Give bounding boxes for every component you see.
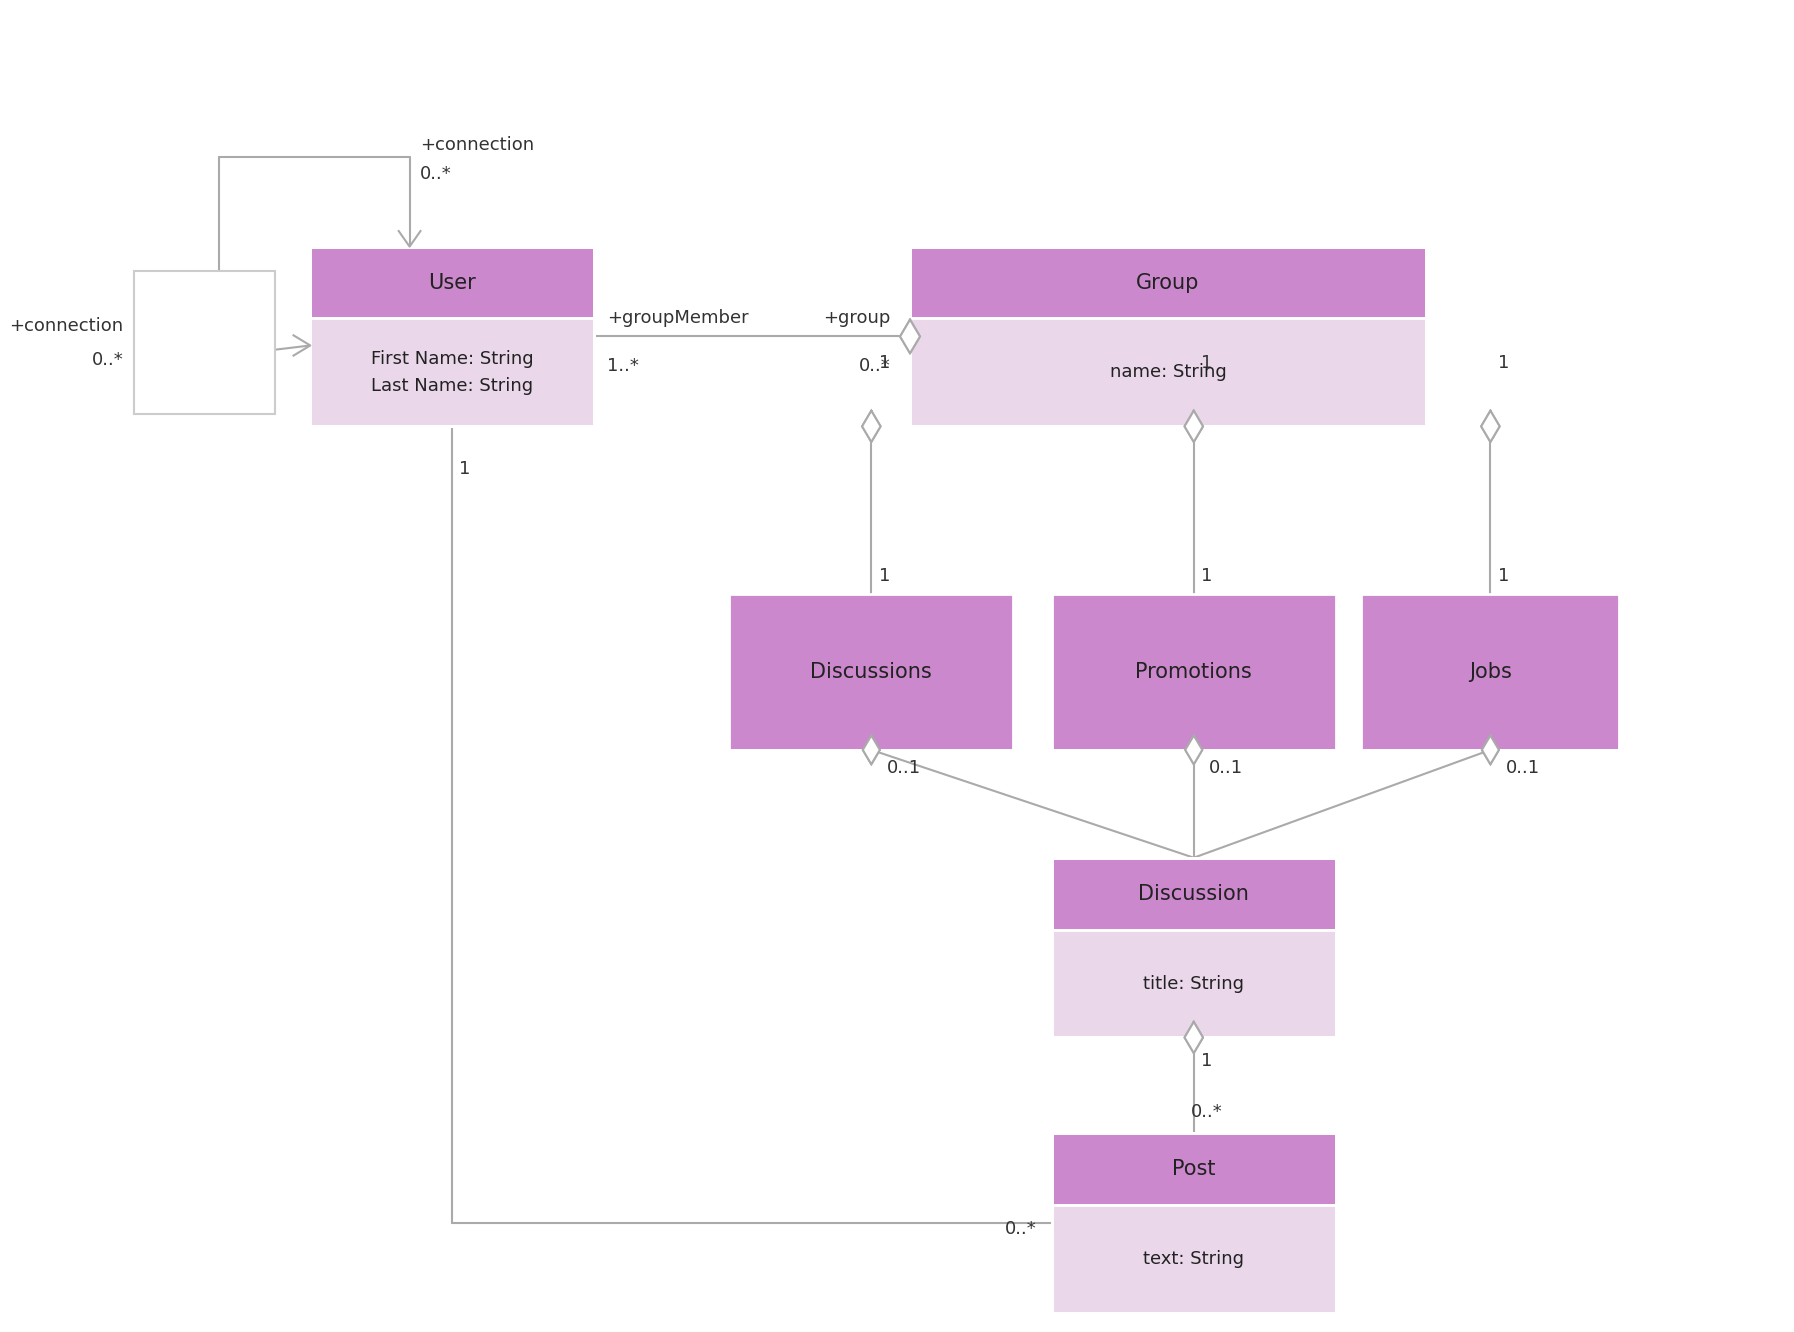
Bar — [310, 318, 594, 426]
Text: 0..1: 0..1 — [1209, 759, 1243, 778]
Bar — [1051, 594, 1337, 750]
Text: text: String: text: String — [1143, 1251, 1245, 1268]
Text: 0..*: 0..* — [1005, 1220, 1037, 1239]
Bar — [910, 246, 1426, 318]
Text: +connection: +connection — [420, 136, 535, 155]
Text: 0..*: 0..* — [91, 350, 124, 369]
Text: 1: 1 — [1200, 354, 1213, 373]
Polygon shape — [863, 410, 881, 442]
Bar — [910, 246, 1426, 426]
Polygon shape — [1184, 410, 1204, 442]
Bar — [1051, 1134, 1337, 1205]
Bar — [1051, 1134, 1337, 1313]
Text: First Name: String
Last Name: String: First Name: String Last Name: String — [371, 349, 533, 396]
Text: 0..1: 0..1 — [886, 759, 920, 778]
Text: 0..1: 0..1 — [1505, 759, 1539, 778]
Polygon shape — [1186, 735, 1202, 765]
Text: +groupMember: +groupMember — [606, 309, 748, 326]
Text: +group: +group — [823, 309, 890, 326]
Text: Post: Post — [1171, 1159, 1216, 1179]
Polygon shape — [901, 320, 920, 353]
Text: Jobs: Jobs — [1469, 662, 1512, 682]
Polygon shape — [863, 735, 879, 765]
Text: Promotions: Promotions — [1136, 662, 1252, 682]
Text: 1: 1 — [1200, 1052, 1213, 1070]
Bar — [1051, 1205, 1337, 1313]
Bar — [1051, 930, 1337, 1038]
Text: 1: 1 — [879, 566, 890, 585]
Text: User: User — [429, 273, 475, 293]
Text: name: String: name: String — [1110, 364, 1227, 381]
Polygon shape — [1482, 735, 1500, 765]
Text: title: String: title: String — [1143, 975, 1245, 992]
Text: 1: 1 — [459, 460, 470, 478]
Text: 0..*: 0..* — [420, 165, 452, 182]
Bar — [133, 270, 276, 414]
Bar — [730, 594, 1014, 750]
Text: Discussions: Discussions — [811, 662, 933, 682]
Bar — [310, 246, 594, 318]
Text: 0..*: 0..* — [859, 357, 890, 374]
Text: 1: 1 — [1498, 354, 1509, 373]
Text: Discussion: Discussion — [1139, 883, 1249, 903]
Text: 1: 1 — [1498, 566, 1509, 585]
Text: Group: Group — [1136, 273, 1200, 293]
Bar — [1051, 858, 1337, 930]
Bar — [1362, 594, 1620, 750]
Bar — [310, 246, 594, 426]
Text: 1: 1 — [1200, 566, 1213, 585]
Text: 0..*: 0..* — [1191, 1103, 1222, 1122]
Bar — [1051, 858, 1337, 1038]
Polygon shape — [1482, 410, 1500, 442]
Text: 1: 1 — [879, 354, 890, 373]
Text: +connection: +connection — [9, 317, 124, 336]
Polygon shape — [1184, 1022, 1204, 1054]
Bar — [910, 318, 1426, 426]
Text: 1..*: 1..* — [606, 357, 639, 374]
